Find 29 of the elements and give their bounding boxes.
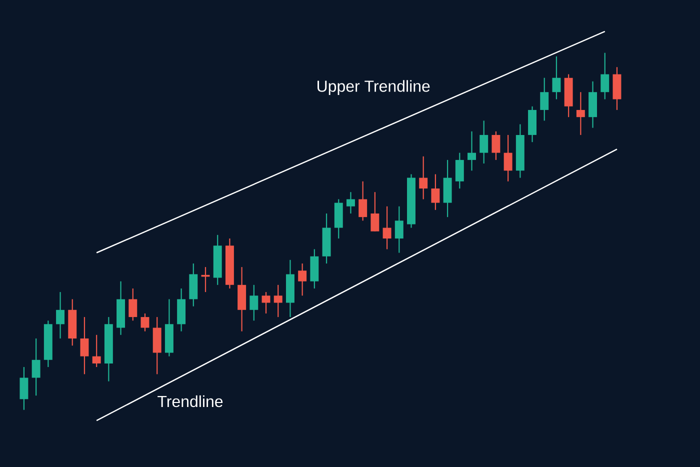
series-label: Trendline (158, 395, 223, 408)
candlestick (600, 52, 610, 100)
candlestick (370, 192, 380, 232)
candlestick (56, 292, 65, 340)
candlestick (552, 56, 561, 100)
candlestick (419, 156, 428, 200)
candlestick (382, 206, 392, 250)
candlestick (492, 130, 500, 160)
candlestick (92, 334, 101, 368)
candlestick (480, 120, 488, 164)
candlestick (468, 130, 476, 172)
candlestick (262, 292, 270, 314)
candlestick (394, 206, 404, 254)
candlestick (346, 192, 355, 214)
candlestick (32, 338, 40, 396)
candlestick (250, 284, 258, 322)
candlestick (80, 316, 89, 375)
candlestick (20, 366, 28, 410)
candlestick (128, 288, 138, 322)
candlestick (455, 152, 464, 190)
candlestick (358, 180, 368, 222)
candlestick (298, 262, 307, 296)
candlestick (576, 92, 585, 136)
candlestick (274, 284, 282, 318)
candlestick (431, 174, 440, 210)
candlestick (540, 77, 549, 122)
candlestick (140, 312, 150, 332)
series-label: Upper Trendline (318, 80, 430, 96)
candlestick (504, 134, 512, 182)
